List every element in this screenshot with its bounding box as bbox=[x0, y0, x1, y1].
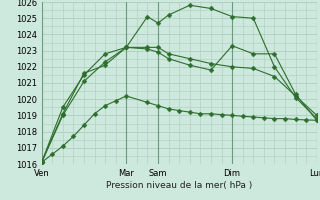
X-axis label: Pression niveau de la mer( hPa ): Pression niveau de la mer( hPa ) bbox=[106, 181, 252, 190]
